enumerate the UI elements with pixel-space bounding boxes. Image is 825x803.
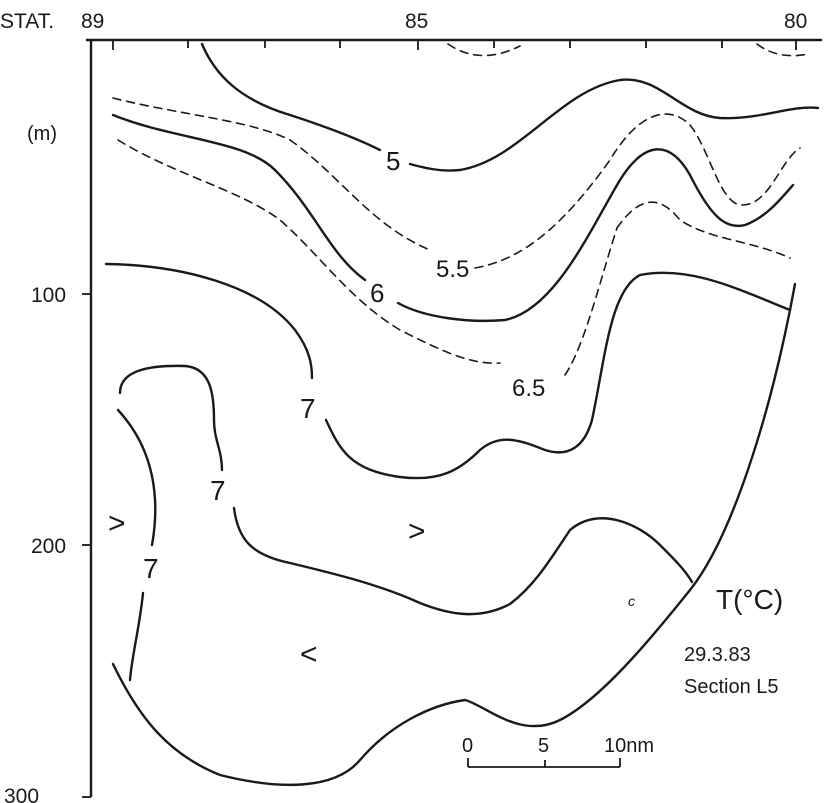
isotherm-6 [111,113,795,323]
isotherm-label-5-5: 5.5 [436,256,469,283]
isotherm-5-5 [112,97,801,269]
station-label-89: 89 [81,10,104,33]
scale-label-0: 0 [462,735,473,757]
station-header: STAT. [0,10,54,33]
scale-bar [467,758,621,768]
flow-mark-left: > [108,507,126,540]
date-label: 29.3.83 [684,644,751,666]
isotherm-6-5 [117,139,618,376]
isotherm-label-6-5: 6.5 [512,375,545,402]
isotherm-label-6: 6 [370,278,384,308]
parameter-label: T(°C) [716,584,783,615]
depth-unit-label: (m) [27,123,57,145]
isotherm-7-left-branch [116,408,157,547]
isotherm-surface-arc-center [447,43,521,57]
depth-label-300: 300 [4,785,39,803]
depth-label-100: 100 [31,284,66,307]
isotherm-label-5: 5 [386,146,400,176]
scale-label-5: 5 [538,735,549,757]
section-label: Section L5 [684,676,779,698]
flow-mark-lower-left: < [300,638,318,671]
flow-mark-center: > [408,515,426,548]
stray-mark: c [628,593,635,609]
isotherm-7-middle [118,364,694,616]
depth-label-200: 200 [31,535,66,558]
isotherm-surface-arc-right [756,43,809,57]
isotherm-7-left-lower [128,591,145,682]
isotherm-label-7-lower: 7 [143,553,159,584]
isotherm-5 [200,42,820,172]
station-label-85: 85 [405,10,428,33]
seafloor-boundary [111,282,797,786]
isotherm-7-upper [104,262,792,480]
isotherm-label-7-upper: 7 [300,393,316,424]
isotherm-6-dashed-branch [616,201,791,259]
scale-label-10nm: 10nm [604,735,654,757]
station-ticks [112,40,797,50]
isotherm-label-7-middle: 7 [210,475,226,506]
station-label-80: 80 [784,10,807,33]
